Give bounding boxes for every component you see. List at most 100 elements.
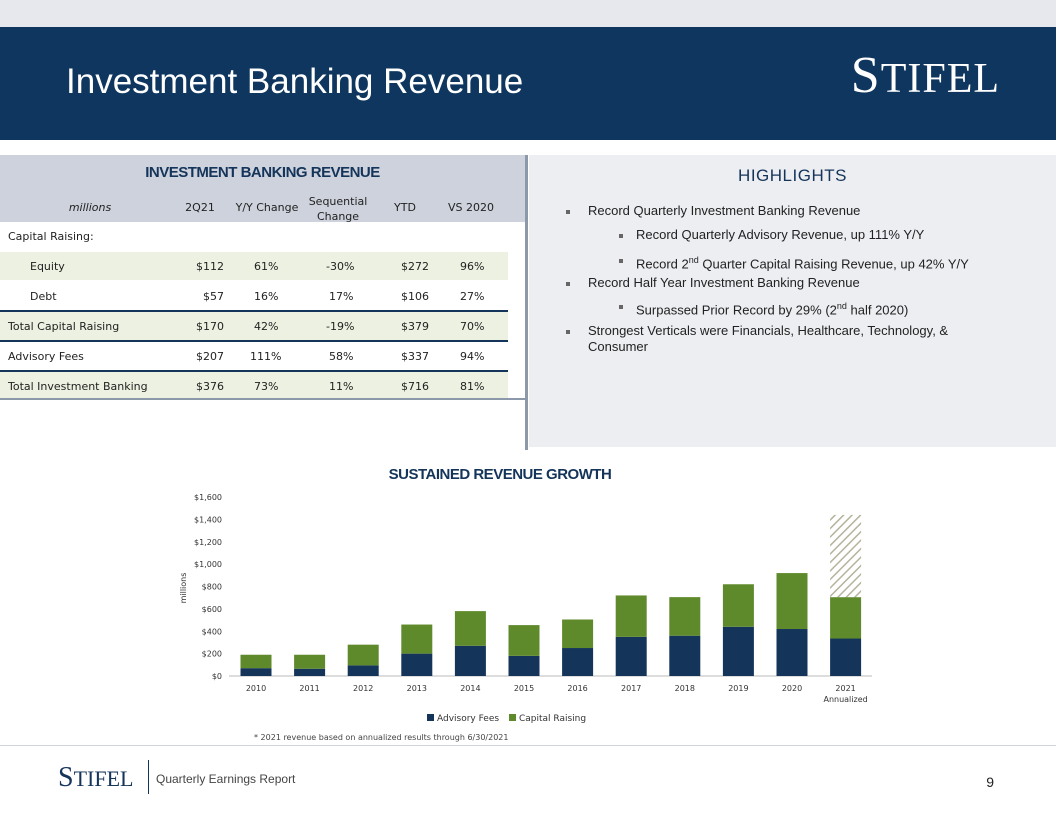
- bullet-icon: [566, 282, 570, 286]
- bar-advisory-fees: [401, 653, 433, 676]
- cell-ytd: $337: [401, 350, 429, 363]
- table-row-section: Capital Raising:: [0, 222, 508, 250]
- footer-logo-rest: TIFEL: [73, 766, 134, 791]
- legend-swatch-capital: [509, 714, 516, 721]
- highlight-text: Quarter Capital Raising Revenue, up 42% …: [698, 256, 969, 272]
- cell-2q21: $376: [196, 380, 224, 393]
- cell-2q21: $112: [196, 260, 224, 273]
- x-tick-label: 2021: [835, 684, 855, 693]
- panel-divider: [525, 155, 528, 450]
- bar-capital-raising: [722, 584, 754, 627]
- cell-vs2020: 70%: [460, 320, 485, 333]
- footer-logo: STIFEL: [58, 762, 133, 794]
- cell-2q21: $207: [196, 350, 224, 363]
- cell-vs2020: 81%: [460, 380, 485, 393]
- bar-capital-raising: [776, 573, 808, 630]
- cell-ytd: $379: [401, 320, 429, 333]
- bar-advisory-fees: [347, 665, 379, 676]
- cell-yy: 73%: [254, 380, 279, 393]
- cell-vs2020: 27%: [460, 290, 485, 303]
- legend-label-advisory: Advisory Fees: [437, 714, 499, 724]
- cell-yy: 111%: [250, 350, 282, 363]
- bar-capital-raising: [669, 597, 701, 636]
- bar-capital-raising: [508, 625, 540, 656]
- bar-capital-raising: [240, 654, 272, 669]
- bar-advisory-fees: [830, 638, 862, 676]
- bar-capital-raising: [347, 644, 379, 666]
- logo-rest: TIFEL: [880, 56, 1000, 102]
- bullet-icon: [566, 210, 570, 214]
- table-row: Advisory Fees $207 111% 58% $337 94%: [0, 342, 508, 372]
- cell-seq: -30%: [326, 260, 355, 273]
- table-row: Equity $112 61% -30% $272 96%: [0, 252, 508, 280]
- footer-rule: [0, 745, 1056, 746]
- bar-capital-raising: [294, 654, 326, 669]
- cell-seq: 11%: [329, 380, 354, 393]
- superscript: nd: [836, 301, 847, 311]
- y-tick-label: $600: [202, 605, 222, 614]
- bar-capital-raising: [401, 624, 433, 654]
- highlight-text: half 2020): [846, 302, 909, 318]
- cell-vs2020: 96%: [460, 260, 485, 273]
- highlight-text: Record 2: [636, 256, 689, 272]
- bar-capital-raising: [615, 595, 647, 637]
- table-row: Total Capital Raising $170 42% -19% $379…: [0, 312, 508, 342]
- col-head-seq: Sequential Change: [308, 195, 368, 223]
- bar-advisory-fees: [669, 635, 701, 676]
- cell-ytd: $106: [401, 290, 429, 303]
- superscript: nd: [688, 255, 699, 265]
- footer-logo-first: S: [58, 762, 74, 793]
- x-tick-label: 2013: [407, 684, 427, 693]
- col-head-ytd: YTD: [394, 201, 416, 214]
- bar-advisory-fees: [776, 629, 808, 676]
- row-label: Total Capital Raising: [8, 320, 120, 333]
- x-tick-label: 2012: [353, 684, 373, 693]
- row-label: Debt: [30, 290, 57, 303]
- highlight-text: Surpassed Prior Record by 29% (2: [636, 302, 837, 318]
- legend-swatch-advisory: [427, 714, 434, 721]
- col-head-vs2020: VS 2020: [448, 201, 494, 214]
- top-strip: [0, 0, 1056, 27]
- table-row: Total Investment Banking $376 73% 11% $7…: [0, 372, 508, 400]
- x-tick-label: 2018: [675, 684, 695, 693]
- footer-separator: [148, 760, 149, 794]
- legend-label-capital: Capital Raising: [519, 714, 586, 724]
- row-label: Advisory Fees: [8, 350, 84, 363]
- bar-advisory-fees: [240, 668, 272, 676]
- y-tick-label: $1,600: [194, 493, 222, 502]
- cell-seq: -19%: [326, 320, 355, 333]
- highlight-subitem: Record 2nd Quarter Capital Raising Reven…: [636, 252, 1046, 272]
- y-axis-label: millions: [179, 573, 188, 604]
- bullet-icon: [566, 330, 570, 334]
- y-tick-label: $0: [212, 672, 222, 681]
- highlight-item: Record Half Year Investment Banking Reve…: [588, 275, 860, 290]
- page-number: 9: [986, 774, 994, 790]
- table-header-band: [0, 155, 525, 222]
- cell-ytd: $716: [401, 380, 429, 393]
- bullet-icon: [619, 234, 623, 238]
- row-label: Equity: [30, 260, 65, 273]
- bar-advisory-fees: [294, 668, 326, 676]
- bar-annualized: [830, 514, 862, 598]
- x-tick-label: 2016: [567, 684, 587, 693]
- row-label: Total Investment Banking: [8, 380, 148, 393]
- chart-title: SUSTAINED REVENUE GROWTH: [388, 466, 612, 483]
- cell-seq: 17%: [329, 290, 354, 303]
- col-head-millions: millions: [68, 201, 112, 214]
- y-tick-label: $1,400: [194, 515, 222, 524]
- highlights-panel: [529, 155, 1056, 447]
- cell-yy: 42%: [254, 320, 279, 333]
- footer-subtitle: Quarterly Earnings Report: [156, 772, 296, 786]
- x-tick-label: 2014: [460, 684, 480, 693]
- highlight-item: Record Quarterly Investment Banking Reve…: [588, 203, 861, 218]
- bullet-icon: [619, 305, 623, 309]
- y-tick-label: $400: [202, 627, 222, 636]
- cell-seq: 58%: [329, 350, 354, 363]
- chart-footnote: * 2021 revenue based on annualized resul…: [254, 733, 509, 742]
- bar-capital-raising: [830, 597, 862, 639]
- cell-2q21: $57: [203, 290, 224, 303]
- x-tick-sublabel: Annualized: [823, 695, 867, 704]
- bullet-icon: [619, 259, 623, 263]
- col-head-yy: Y/Y Change: [235, 201, 299, 214]
- x-tick-label: 2017: [621, 684, 641, 693]
